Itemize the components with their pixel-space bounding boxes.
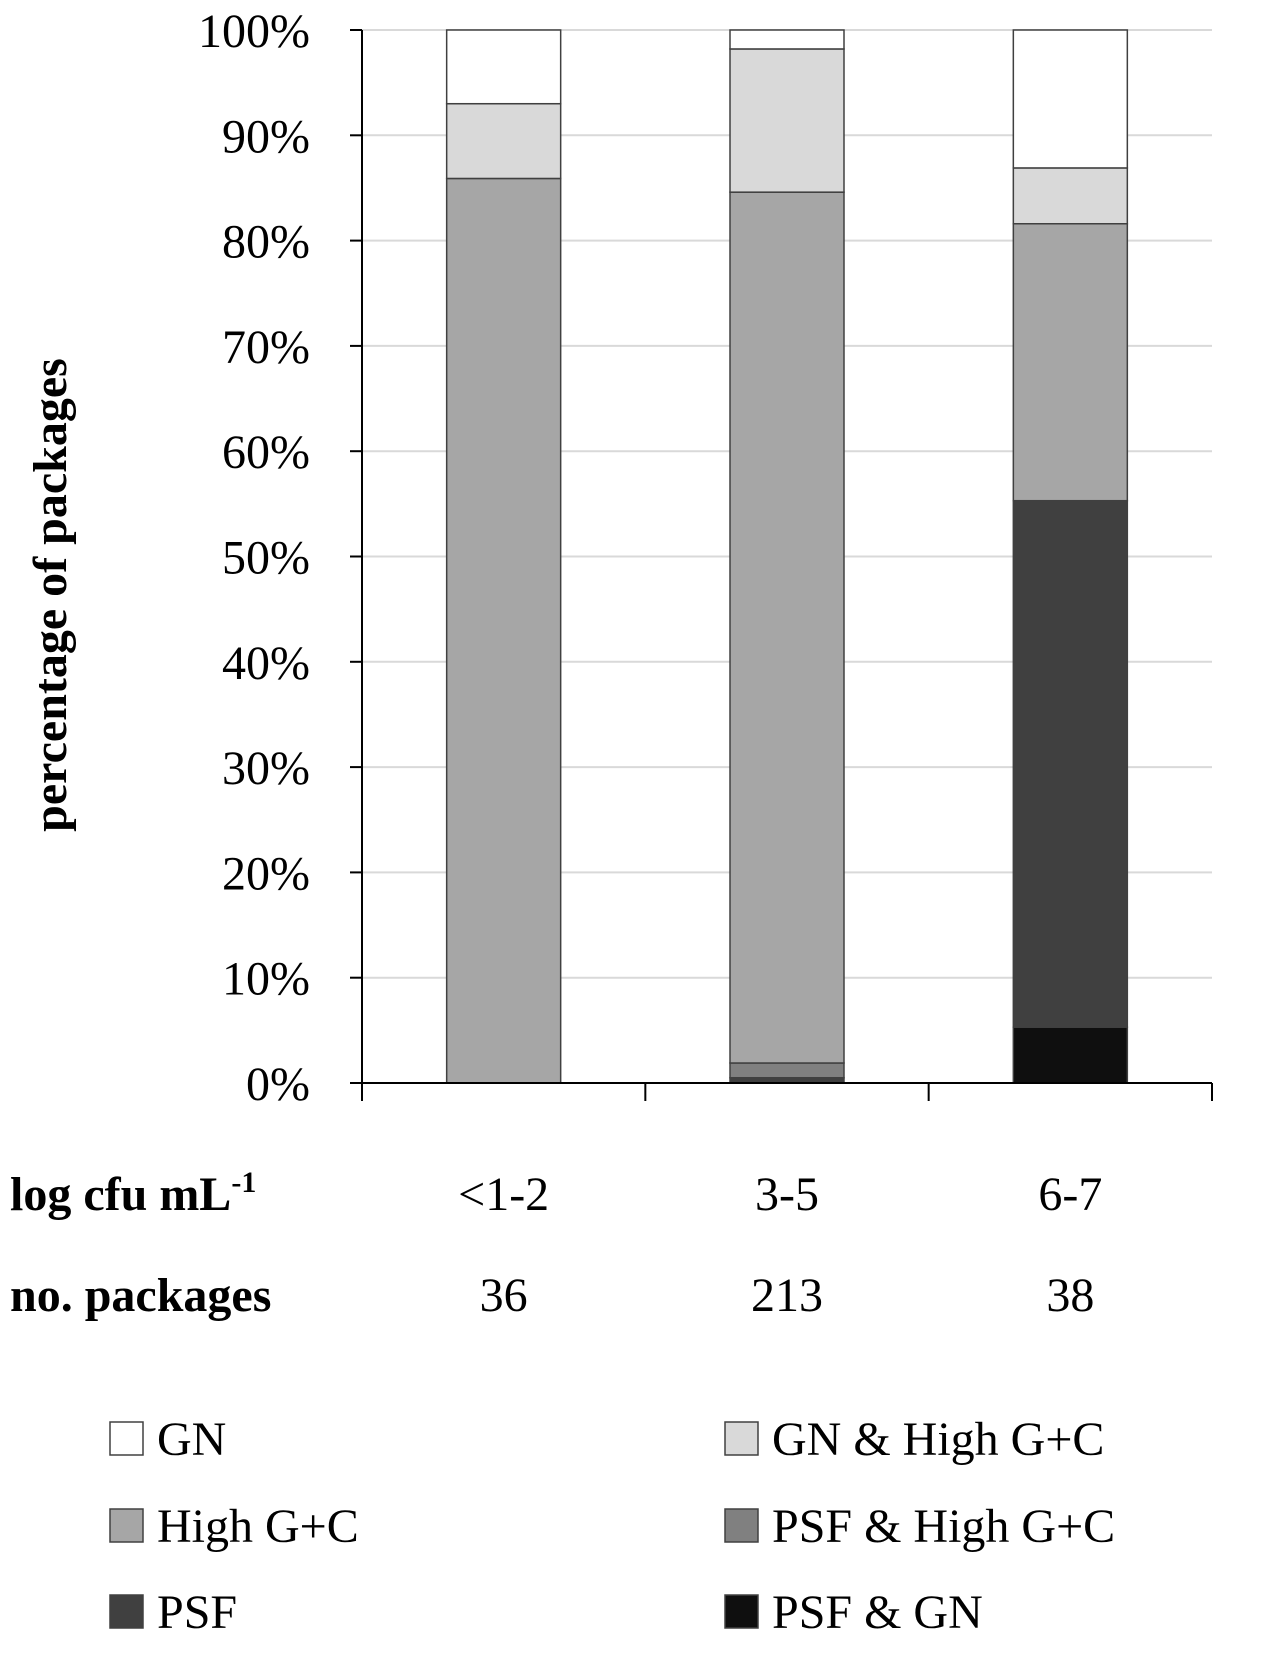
legend-swatch: [109, 1508, 144, 1543]
bar-segment: [1012, 1026, 1129, 1084]
legend-label: High G+C: [157, 1500, 359, 1553]
y-tick-label: 60%: [222, 426, 310, 479]
y-tick-label: 80%: [222, 216, 310, 269]
bar-segment: [729, 48, 845, 193]
legend-item: GN: [109, 1413, 226, 1466]
package-count: 38: [1046, 1269, 1094, 1322]
legend-swatch: [109, 1421, 144, 1456]
legend-label: GN: [157, 1413, 226, 1466]
legend-swatch: [109, 1594, 144, 1629]
y-tick-labels: 0% 10% 20% 30% 40% 50% 60% 70% 80% 90% 100%: [198, 5, 310, 1111]
bars: [445, 29, 1129, 1084]
bar-segment: [445, 177, 562, 1084]
bar-segment: [1012, 167, 1129, 225]
legend-item: High G+C: [109, 1500, 359, 1553]
legend-item: PSF & High G+C: [724, 1500, 1115, 1553]
y-axis-title: percentage of packages: [24, 358, 77, 832]
bar-stack: [729, 29, 845, 1084]
package-count: 213: [751, 1269, 823, 1322]
legend: GN GN & High G+C High G+C PSF & High G+C PSF…: [109, 1413, 1115, 1639]
package-count-row: no. packages 36 213 38: [10, 1269, 1094, 1322]
y-tick-label: 10%: [222, 953, 310, 1006]
legend-swatch: [724, 1508, 759, 1543]
category-row: log cfu mL-1 <1-2 3-5 6-7: [10, 1166, 1102, 1221]
bar-segment: [445, 29, 562, 105]
legend-item: PSF: [109, 1586, 237, 1639]
y-tick-label: 0%: [246, 1058, 310, 1111]
y-tick-label: 100%: [198, 5, 310, 58]
category-label: 6-7: [1038, 1168, 1102, 1221]
package-count: 36: [480, 1269, 528, 1322]
legend-label: GN & High G+C: [772, 1413, 1104, 1466]
package-count-row-label: no. packages: [10, 1269, 271, 1322]
bar-stack: [445, 29, 562, 1084]
category-label: 3-5: [755, 1168, 819, 1221]
bar-segment: [1012, 499, 1129, 1028]
category-label: <1-2: [458, 1168, 549, 1221]
y-tick-label: 50%: [222, 532, 310, 585]
y-tick-label: 70%: [222, 321, 310, 374]
y-tick-label: 90%: [222, 110, 310, 163]
bar-segment: [1012, 29, 1129, 169]
bar-segment: [445, 102, 562, 180]
legend-item: GN & High G+C: [724, 1413, 1104, 1466]
category-row-label: log cfu mL-1: [10, 1166, 256, 1221]
y-tick-label: 40%: [222, 637, 310, 690]
category-row-label-superscript: -1: [231, 1166, 256, 1199]
bar-stack: [1012, 29, 1129, 1084]
legend-item: PSF & GN: [724, 1586, 983, 1639]
legend-label: PSF: [157, 1586, 237, 1639]
axes: [350, 29, 1213, 1101]
bar-segment: [1012, 223, 1129, 502]
y-tick-label: 20%: [222, 847, 310, 900]
legend-swatch: [724, 1594, 759, 1629]
bar-segment: [729, 29, 845, 50]
y-tick-label: 30%: [222, 742, 310, 795]
legend-swatch: [724, 1421, 759, 1456]
legend-label: PSF & GN: [772, 1586, 983, 1639]
bar-segment: [729, 1062, 845, 1079]
category-row-label-text: log cfu mL: [10, 1168, 231, 1221]
bar-segment: [729, 191, 845, 1064]
legend-label: PSF & High G+C: [772, 1500, 1115, 1553]
